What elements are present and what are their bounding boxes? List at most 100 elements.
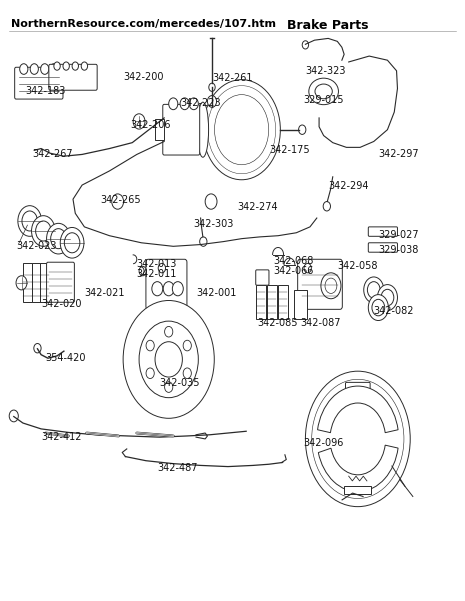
Text: 342-487: 342-487 [157,463,198,474]
Text: 342-303: 342-303 [194,219,234,229]
Text: 342-020: 342-020 [41,299,81,309]
Circle shape [64,233,80,253]
Text: 342-087: 342-087 [300,318,340,328]
Circle shape [46,224,70,254]
Circle shape [321,273,341,299]
Circle shape [372,299,385,316]
Text: 329-015: 329-015 [303,95,344,105]
Wedge shape [318,386,398,433]
Circle shape [180,98,189,109]
Circle shape [189,98,198,109]
Ellipse shape [197,102,209,157]
Circle shape [9,410,18,422]
Circle shape [146,368,154,379]
Circle shape [323,201,331,211]
FancyBboxPatch shape [146,259,187,310]
Circle shape [165,326,173,337]
Circle shape [299,125,306,135]
Circle shape [63,62,69,70]
Circle shape [368,294,388,320]
Ellipse shape [164,307,178,317]
Circle shape [16,276,27,290]
Bar [256,285,266,319]
Text: 342-013: 342-013 [137,259,177,269]
Circle shape [155,342,182,377]
Text: 342-035: 342-035 [159,378,200,388]
Text: Brake Parts: Brake Parts [287,19,369,32]
Text: 342-183: 342-183 [25,87,66,96]
Text: 342-096: 342-096 [303,438,344,448]
Text: 342-223: 342-223 [180,98,221,108]
Circle shape [158,263,166,273]
Circle shape [32,216,55,246]
Text: 342-267: 342-267 [32,150,73,159]
Bar [155,119,164,140]
FancyBboxPatch shape [256,270,269,285]
Text: 342-261: 342-261 [212,73,252,83]
Circle shape [304,263,312,273]
Text: 342-297: 342-297 [379,150,419,159]
Bar [278,285,288,319]
FancyBboxPatch shape [15,67,63,99]
Circle shape [207,96,217,108]
Text: 342-058: 342-058 [337,261,378,271]
Circle shape [165,382,173,392]
FancyBboxPatch shape [368,227,398,236]
Text: 342-085: 342-085 [258,318,298,328]
Circle shape [183,368,192,379]
Circle shape [302,41,309,49]
Text: 342-023: 342-023 [16,242,57,251]
Text: 342-274: 342-274 [237,203,278,212]
Text: NorthernResource.com/mercedes/107.htm: NorthernResource.com/mercedes/107.htm [12,19,277,29]
Circle shape [146,340,154,351]
Text: 342-021: 342-021 [85,288,125,298]
Bar [23,263,32,302]
Circle shape [203,79,280,180]
Circle shape [36,221,51,241]
Bar [267,285,277,319]
FancyBboxPatch shape [49,64,97,90]
Text: 342-068: 342-068 [273,256,314,266]
Bar [32,263,41,302]
Circle shape [199,237,207,246]
Circle shape [22,211,38,231]
Text: 329-027: 329-027 [379,230,419,240]
Circle shape [18,206,41,236]
Circle shape [139,321,198,398]
Text: 342-066: 342-066 [273,266,314,276]
Ellipse shape [315,84,332,99]
Circle shape [163,282,174,296]
Bar [294,290,307,319]
Text: 342-082: 342-082 [374,306,414,316]
FancyBboxPatch shape [46,262,74,302]
Circle shape [133,114,145,129]
Circle shape [183,340,192,351]
Circle shape [51,228,66,249]
Text: 342-206: 342-206 [130,120,171,130]
Text: 354-420: 354-420 [46,353,86,363]
Circle shape [72,62,79,70]
Circle shape [112,194,124,209]
Text: 342-011: 342-011 [137,269,177,279]
Circle shape [50,64,58,75]
Circle shape [60,227,84,258]
Circle shape [325,278,337,293]
Circle shape [367,282,380,298]
Text: 342-265: 342-265 [100,195,141,206]
Text: 342-200: 342-200 [123,72,164,82]
Circle shape [173,282,183,296]
Circle shape [312,379,404,498]
FancyBboxPatch shape [345,382,370,400]
Ellipse shape [309,78,339,105]
FancyBboxPatch shape [298,259,342,310]
Circle shape [34,344,41,353]
Text: 342-175: 342-175 [269,145,310,155]
Circle shape [20,64,28,75]
Circle shape [205,194,217,209]
Circle shape [214,94,269,165]
Wedge shape [319,445,398,492]
Circle shape [378,285,398,311]
Bar [344,486,372,495]
Circle shape [123,300,214,418]
Circle shape [40,64,49,75]
